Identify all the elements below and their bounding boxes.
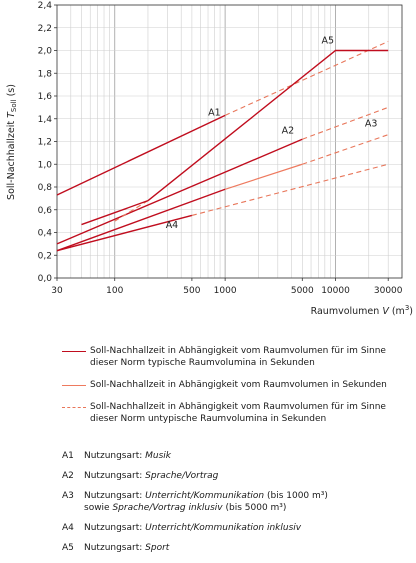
chart-legend: Soll-Nachhallzeit in Abhängigkeit vom Ra… bbox=[62, 345, 407, 435]
usage-type-a5: A5 Nutzungsart: Sport bbox=[62, 542, 407, 554]
y-tick-label: 1,6 bbox=[38, 92, 53, 102]
usage-line2-type: Sprache/Vortrag inklusiv bbox=[112, 503, 223, 513]
usage-suffix: (bis 1000 m³) bbox=[264, 491, 328, 501]
y-axis-title-sub: Soll bbox=[10, 99, 18, 112]
legend-text: Soll-Nachhallzeit in Abhängigkeit vom Ra… bbox=[90, 380, 387, 390]
series-line-a4-dashed bbox=[191, 163, 389, 216]
annotation-a5: A5 bbox=[321, 36, 334, 47]
legend-text: Soll-Nachhallzeit in Abhängigkeit vom Ra… bbox=[90, 402, 386, 424]
usage-description: Nutzungsart: Unterricht/Kommunikation in… bbox=[84, 522, 407, 534]
series-line-a4-solid-dark bbox=[56, 214, 193, 252]
legend-item-dashed: Soll-Nachhallzeit in Abhängigkeit vom Ra… bbox=[62, 401, 407, 425]
annotation-a1: A1 bbox=[208, 107, 221, 118]
x-tick-label: 30000 bbox=[374, 286, 403, 296]
usage-type-a4: A4 Nutzungsart: Unterricht/Kommunikation… bbox=[62, 522, 407, 534]
usage-code: A4 bbox=[62, 523, 74, 533]
usage-type: Unterricht/Kommunikation inklusiv bbox=[145, 523, 302, 533]
y-axis-ticks: 0,0 0,2 0,4 0,6 0,8 1,0 1,2 1,4 1,6 1,8 2,0 2,2 2,4 bbox=[38, 1, 57, 284]
y-tick-label: 0,4 bbox=[38, 229, 53, 239]
series-line-a5-dashed bbox=[114, 200, 149, 222]
usage-type: Sprache/Vortrag bbox=[145, 471, 219, 481]
x-tick-label: 10000 bbox=[321, 286, 350, 296]
annotation-a3: A3 bbox=[365, 119, 378, 130]
usage-description: Nutzungsart: Unterricht/Kommunikation (b… bbox=[84, 490, 407, 514]
y-tick-label: 2,4 bbox=[38, 1, 53, 11]
legend-swatch-solid-dark bbox=[62, 351, 86, 352]
y-tick-label: 0,8 bbox=[38, 183, 53, 193]
usage-prefix: Nutzungsart: bbox=[84, 523, 146, 533]
usage-code: A1 bbox=[62, 451, 74, 461]
y-axis-title-var: T bbox=[6, 111, 17, 118]
x-axis-title-main: Raumvolumen bbox=[311, 306, 383, 317]
series-line-a2-solid-dark bbox=[56, 138, 303, 245]
usage-prefix: Nutzungsart: bbox=[84, 543, 146, 553]
y-tick-label: 1,4 bbox=[38, 115, 53, 125]
y-tick-label: 0,6 bbox=[38, 206, 53, 216]
x-tick-label: 500 bbox=[183, 286, 200, 296]
usage-type: Musik bbox=[145, 451, 172, 461]
series-line-a3-solid-dark bbox=[56, 188, 226, 252]
legend-swatch-solid-light bbox=[62, 385, 86, 386]
x-tick-label: 100 bbox=[106, 286, 123, 296]
usage-type-list: A1 Nutzungsart: Musik A2 Nutzungsart: Sp… bbox=[62, 450, 407, 562]
series-line-a3-dashed bbox=[302, 134, 389, 165]
usage-prefix: Nutzungsart: bbox=[84, 471, 146, 481]
usage-code: A3 bbox=[62, 491, 74, 501]
usage-type: Unterricht/Kommunikation bbox=[145, 491, 265, 501]
reverberation-chart: 30 100 500 1000 5000 10000 30000 0,00,20,40,60… bbox=[6, 1, 413, 317]
x-axis-title-close: ) bbox=[409, 306, 413, 317]
x-axis-title-sup: 3 bbox=[405, 304, 409, 312]
series-line-a2-dashed bbox=[302, 106, 389, 140]
annotation-a4: A4 bbox=[166, 220, 179, 231]
legend-item-solid-light: Soll-Nachhallzeit in Abhängigkeit vom Ra… bbox=[62, 379, 407, 391]
usage-line2-prefix: sowie bbox=[84, 503, 113, 513]
series-line-a3-solid-light bbox=[224, 163, 303, 190]
legend-swatch-dashed bbox=[62, 407, 86, 408]
x-tick-label: 30 bbox=[51, 286, 63, 296]
usage-type-a2: A2 Nutzungsart: Sprache/Vortrag bbox=[62, 470, 407, 482]
series-line-a1-solid-dark bbox=[56, 114, 226, 196]
legend-text: Soll-Nachhallzeit in Abhängigkeit vom Ra… bbox=[90, 346, 386, 368]
usage-type-a3: A3 Nutzungsart: Unterricht/Kommunikation… bbox=[62, 490, 407, 514]
usage-line2-suffix: (bis 5000 m³) bbox=[222, 503, 287, 513]
y-tick-label: 1,2 bbox=[38, 138, 52, 148]
legend-item-solid-dark: Soll-Nachhallzeit in Abhängigkeit vom Ra… bbox=[62, 345, 407, 369]
series-line-unlabeled-solid-dark bbox=[81, 199, 149, 226]
y-tick-label: 0,2 bbox=[38, 251, 52, 261]
y-axis-title-main: Soll-Nachhallzeit bbox=[6, 118, 17, 200]
usage-description: Nutzungsart: Musik bbox=[84, 450, 407, 462]
x-axis-ticks: 30 100 500 1000 5000 10000 30000 bbox=[51, 278, 403, 296]
usage-type: Sport bbox=[145, 543, 170, 553]
y-axis-title-unit: (s) bbox=[6, 84, 17, 99]
usage-prefix: Nutzungsart: bbox=[84, 451, 146, 461]
usage-type-a1: A1 Nutzungsart: Musik bbox=[62, 450, 407, 462]
y-tick-label: 2,2 bbox=[38, 24, 52, 34]
x-tick-label: 1000 bbox=[214, 286, 237, 296]
series-line-a1-dashed bbox=[224, 40, 389, 116]
usage-code: A2 bbox=[62, 471, 74, 481]
x-axis-title: Raumvolumen V (m3) bbox=[311, 304, 413, 317]
y-tick-label: 1,8 bbox=[38, 69, 53, 79]
usage-prefix: Nutzungsart: bbox=[84, 491, 146, 501]
usage-description: Nutzungsart: Sprache/Vortrag bbox=[84, 470, 407, 482]
chart-series bbox=[56, 40, 389, 252]
y-tick-label: 0,0 bbox=[38, 274, 53, 284]
y-axis-title: Soll-Nachhallzeit TSoll (s) bbox=[6, 84, 18, 200]
series-line-a5-solid-dark bbox=[147, 49, 389, 202]
x-axis-title-unit: (m bbox=[389, 306, 405, 317]
usage-description: Nutzungsart: Sport bbox=[84, 542, 407, 554]
y-tick-label: 2,0 bbox=[38, 47, 53, 57]
y-tick-label: 1,0 bbox=[38, 160, 53, 170]
x-axis-title-var: V bbox=[382, 306, 390, 317]
annotation-a2: A2 bbox=[282, 126, 295, 137]
usage-code: A5 bbox=[62, 543, 74, 553]
x-tick-label: 5000 bbox=[291, 286, 314, 296]
chart-annotations: A1 A2 A3 A4 A5 bbox=[166, 36, 378, 231]
